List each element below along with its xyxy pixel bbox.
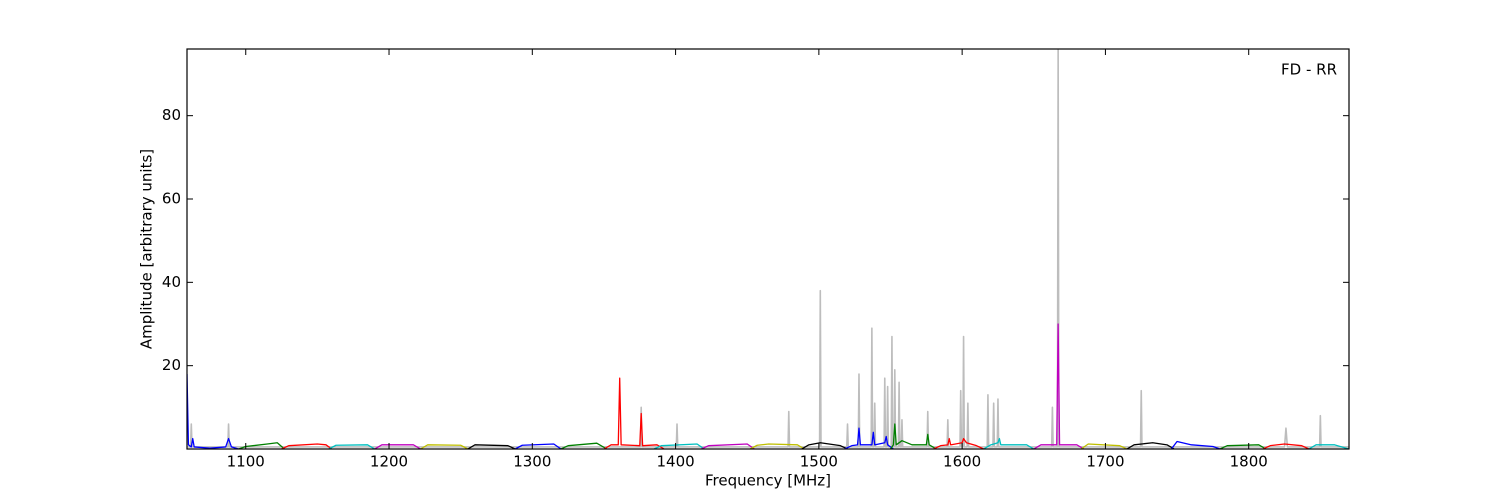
subband-line: [889, 423, 937, 449]
subband-line: [514, 443, 562, 449]
subband-line: [1170, 440, 1221, 449]
subband-line: [1126, 442, 1175, 449]
subband-line: [560, 442, 608, 449]
x-tick-label: 1500: [800, 453, 838, 471]
y-tick-label: 80: [162, 106, 181, 124]
subband-line: [420, 444, 469, 449]
plot-area: [187, 49, 1349, 449]
subband-line: [1033, 323, 1085, 449]
subband-line: [281, 443, 333, 449]
subband-line: [983, 437, 1035, 449]
subband-line: [238, 442, 285, 449]
subband-line: [1219, 444, 1267, 449]
x-axis-label: Frequency [MHz]: [705, 472, 831, 490]
x-tick-label: 1100: [227, 453, 265, 471]
subband-line: [603, 377, 665, 449]
subband-line: [328, 444, 376, 449]
x-tick-label: 1700: [1086, 453, 1124, 471]
x-tick-label: 1300: [513, 453, 551, 471]
subband-line: [933, 437, 984, 449]
subband-line: [749, 443, 805, 449]
subband-line: [187, 373, 239, 449]
x-tick-label: 1200: [370, 453, 408, 471]
y-axis-label: Amplitude [arbitrary units]: [138, 149, 156, 349]
y-tick-label: 60: [162, 190, 181, 208]
subband-line: [653, 443, 705, 449]
x-tick-label: 1600: [943, 453, 981, 471]
subband-line: [1080, 443, 1128, 449]
subband-line: [467, 444, 516, 449]
subband-line: [374, 444, 421, 449]
subband-line: [801, 442, 848, 449]
x-tick-label: 1800: [1230, 453, 1268, 471]
subband-line: [1262, 443, 1310, 449]
spectrum-line: [187, 49, 1349, 448]
y-tick-label: 40: [162, 273, 181, 291]
annotation: FD - RR: [1281, 61, 1337, 79]
x-tick-label: 1400: [656, 453, 694, 471]
subband-line: [1308, 444, 1349, 449]
axes-frame: [186, 48, 1350, 450]
subband-line: [701, 443, 755, 449]
subband-line: [844, 427, 894, 449]
y-tick-label: 20: [162, 356, 181, 374]
